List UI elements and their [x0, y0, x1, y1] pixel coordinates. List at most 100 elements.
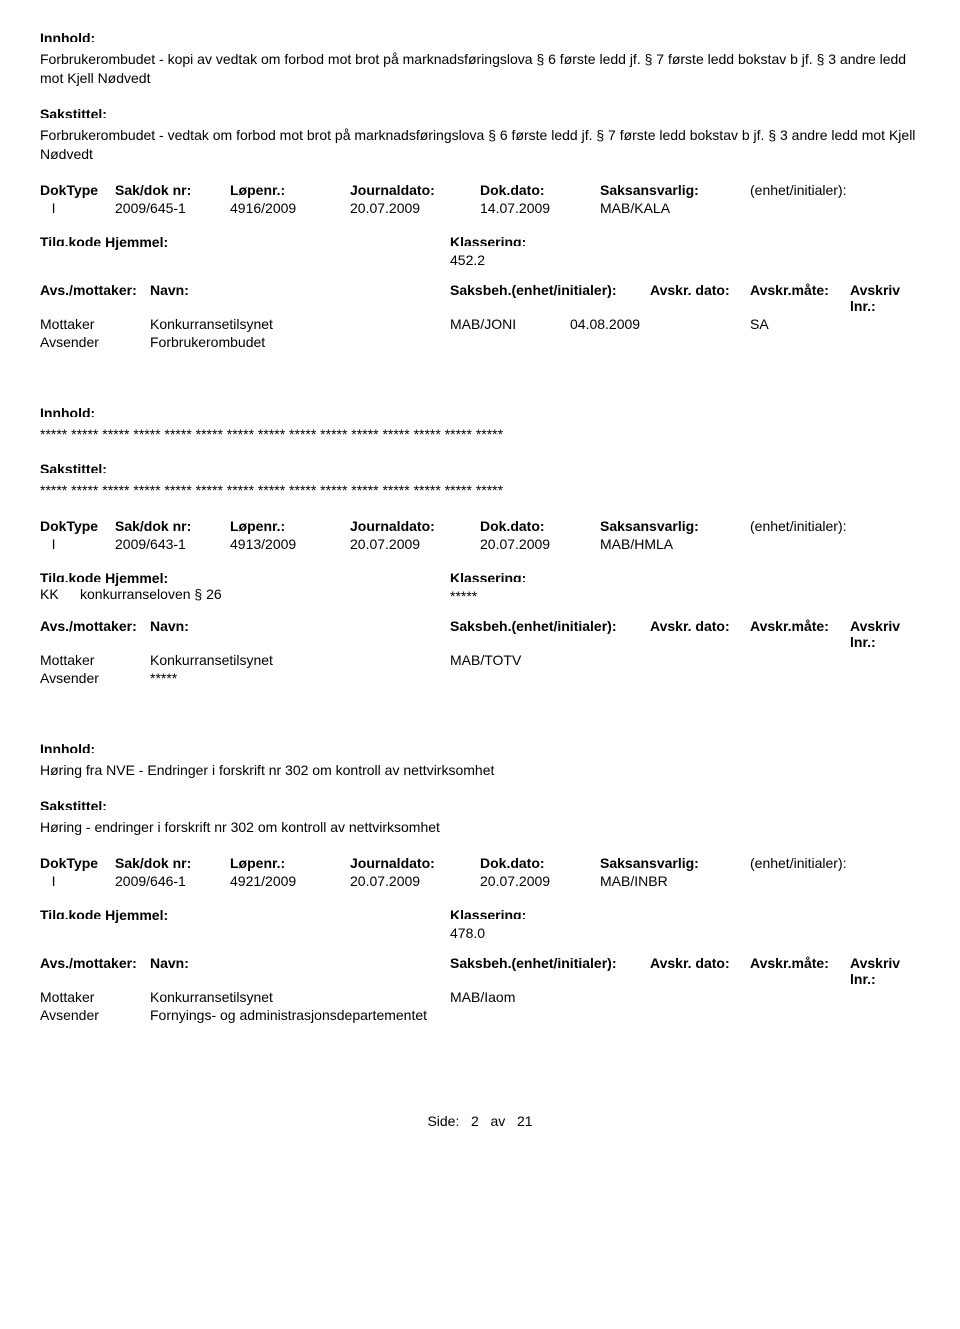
tilg-left: Tilg.kode Hjemmel:KKkonkurranseloven § 2… — [40, 570, 450, 604]
journal-record: Innhold: ***** ***** ***** ***** ***** **… — [40, 405, 920, 687]
val-doktype: I — [40, 200, 115, 216]
tilg-klass-row: Tilg.kode Hjemmel:KKkonkurranseloven § 2… — [40, 570, 920, 604]
val-klassering: ***** — [450, 588, 920, 604]
parties-header-row: Avs./mottaker:Navn:Saksbeh.(enhet/initia… — [40, 955, 920, 987]
val-doktype: I — [40, 873, 115, 889]
col-avskrdato: Avskr. dato: — [650, 282, 750, 314]
party-role: Mottaker — [40, 652, 150, 668]
parties-header-row: Avs./mottaker:Navn:Saksbeh.(enhet/initia… — [40, 618, 920, 650]
klass-right: Klassering:478.0 — [450, 907, 920, 941]
col-lopenr: Løpenr.: — [230, 855, 350, 871]
col-saksbeh: Saksbeh.(enhet/initialer): — [450, 618, 650, 650]
party-saksbeh: MAB/JONI — [450, 316, 570, 332]
party-name: Konkurransetilsynet — [150, 989, 450, 1005]
party-avskrmate: SA — [750, 316, 810, 332]
footer-av-label: av — [491, 1113, 506, 1129]
col-enhet: (enhet/initialer): — [750, 518, 920, 534]
party-avskrmate — [750, 334, 810, 350]
val-tilgkode: KK — [40, 586, 80, 602]
val-saksansvarlig: MAB/KALA — [600, 200, 750, 216]
party-name: Konkurransetilsynet — [150, 316, 450, 332]
journal-record: Innhold:Høring fra NVE - Endringer i for… — [40, 741, 920, 1023]
party-avskrmate — [750, 1007, 810, 1023]
party-name: Forbrukerombudet — [150, 334, 450, 350]
val-sakdok: 2009/646-1 — [115, 873, 230, 889]
tilgkode-label: Tilg.kode — [40, 234, 101, 250]
tilg-header: Tilg.kode Hjemmel: — [40, 570, 450, 586]
party-role: Avsender — [40, 670, 150, 686]
tilg-values — [40, 250, 450, 266]
col-saksansvarlig: Saksansvarlig: — [600, 855, 750, 871]
col-avsmottaker: Avs./mottaker: — [40, 618, 150, 650]
col-navn: Navn: — [150, 955, 450, 987]
party-avskrdato — [570, 334, 750, 350]
col-saksansvarlig: Saksansvarlig: — [600, 182, 750, 198]
val-doktype: I — [40, 536, 115, 552]
col-avskrdato: Avskr. dato: — [650, 955, 750, 987]
party-name: ***** — [150, 670, 450, 686]
parties-header-row: Avs./mottaker:Navn:Saksbeh.(enhet/initia… — [40, 282, 920, 314]
columns-header-row: DokTypeSak/dok nr:Løpenr.:Journaldato:Do… — [40, 855, 920, 871]
sakstittel-label: Sakstittel: — [40, 461, 920, 477]
tilg-left: Tilg.kode Hjemmel: — [40, 234, 450, 268]
party-saksbeh: MAB/TOTV — [450, 652, 570, 668]
col-avskrdato: Avskr. dato: — [650, 618, 750, 650]
col-navn: Navn: — [150, 618, 450, 650]
sakstittel-label: Sakstittel: — [40, 798, 920, 814]
columns-header-row: DokTypeSak/dok nr:Løpenr.:Journaldato:Do… — [40, 518, 920, 534]
party-avskrmate — [750, 670, 810, 686]
journal-record: Innhold:Forbrukerombudet - kopi av vedta… — [40, 30, 920, 350]
sakstittel-label: Sakstittel: — [40, 106, 920, 122]
hjemmel-label: Hjemmel: — [105, 907, 168, 923]
col-saksansvarlig: Saksansvarlig: — [600, 518, 750, 534]
col-journaldato: Journaldato: — [350, 855, 480, 871]
col-lopenr: Løpenr.: — [230, 518, 350, 534]
innhold-label: Innhold: — [40, 405, 920, 421]
col-dokdato: Dok.dato: — [480, 182, 600, 198]
tilgkode-label: Tilg.kode — [40, 570, 101, 586]
columns-data-row: I2009/643-14913/200920.07.200920.07.2009… — [40, 536, 920, 552]
party-saksbeh: MAB/Iaom — [450, 989, 570, 1005]
col-sakdok: Sak/dok nr: — [115, 855, 230, 871]
party-avskrmate — [750, 989, 810, 1005]
party-role: Avsender — [40, 1007, 150, 1023]
val-sakdok: 2009/643-1 — [115, 536, 230, 552]
sakstittel-text: Forbrukerombudet - vedtak om forbod mot … — [40, 126, 920, 164]
party-avskrmate — [750, 652, 810, 668]
col-journaldato: Journaldato: — [350, 518, 480, 534]
party-row: AvsenderFornyings- og administrasjonsdep… — [40, 1007, 920, 1023]
footer-total: 21 — [517, 1113, 533, 1129]
party-saksbeh — [450, 334, 570, 350]
val-saksansvarlig: MAB/INBR — [600, 873, 750, 889]
tilg-left: Tilg.kode Hjemmel: — [40, 907, 450, 941]
col-enhet: (enhet/initialer): — [750, 182, 920, 198]
col-doktype: DokType — [40, 182, 115, 198]
tilg-header: Tilg.kode Hjemmel: — [40, 234, 450, 250]
val-lopenr: 4921/2009 — [230, 873, 350, 889]
col-avskrmate: Avskr.måte: — [750, 618, 850, 650]
party-avskrdato: 04.08.2009 — [570, 316, 750, 332]
col-avskrmate: Avskr.måte: — [750, 282, 850, 314]
col-saksbeh: Saksbeh.(enhet/initialer): — [450, 282, 650, 314]
hjemmel-label: Hjemmel: — [105, 234, 168, 250]
col-avsmottaker: Avs./mottaker: — [40, 282, 150, 314]
party-row: Avsender***** — [40, 670, 920, 686]
col-lopenr: Løpenr.: — [230, 182, 350, 198]
col-navn: Navn: — [150, 282, 450, 314]
col-sakdok: Sak/dok nr: — [115, 182, 230, 198]
val-sakdok: 2009/645-1 — [115, 200, 230, 216]
sakstittel-text: ***** ***** ***** ***** ***** ***** ****… — [40, 481, 920, 500]
val-journaldato: 20.07.2009 — [350, 873, 480, 889]
col-sakdok: Sak/dok nr: — [115, 518, 230, 534]
sakstittel-text: Høring - endringer i forskrift nr 302 om… — [40, 818, 920, 837]
col-avskrivlnr: Avskriv lnr.: — [850, 955, 920, 987]
col-avskrivlnr: Avskriv lnr.: — [850, 618, 920, 650]
val-journaldato: 20.07.2009 — [350, 200, 480, 216]
columns-header-row: DokTypeSak/dok nr:Løpenr.:Journaldato:Do… — [40, 182, 920, 198]
tilg-klass-row: Tilg.kode Hjemmel:Klassering:478.0 — [40, 907, 920, 941]
party-avskrdato — [570, 652, 750, 668]
party-row: AvsenderForbrukerombudet — [40, 334, 920, 350]
col-doktype: DokType — [40, 518, 115, 534]
klassering-label: Klassering: — [450, 907, 920, 923]
party-saksbeh — [450, 1007, 570, 1023]
